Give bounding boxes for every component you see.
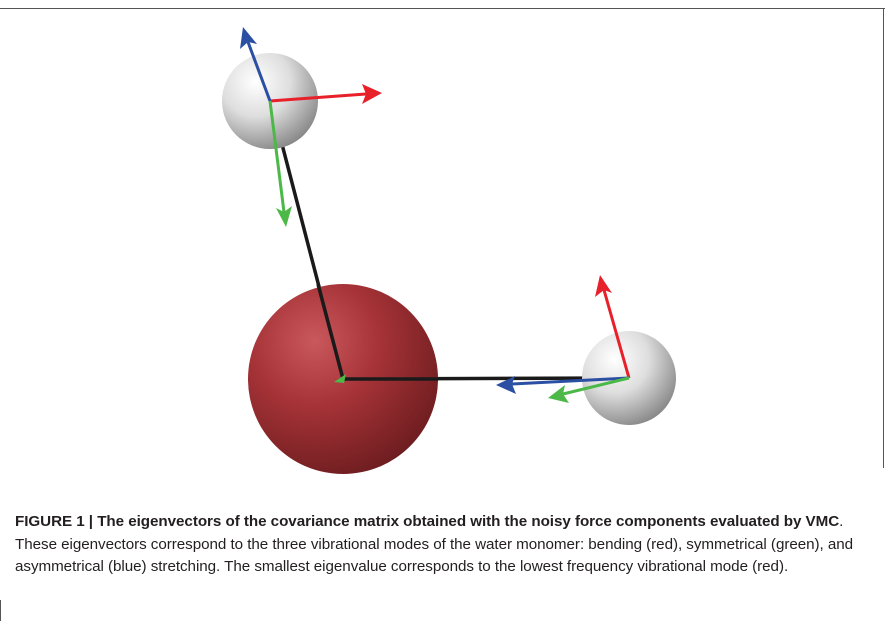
water-molecule-figure: [222, 27, 676, 474]
figure-frame-top: [0, 8, 885, 9]
right-h-bending-arrow: [595, 275, 631, 379]
figure-frame-left: [0, 600, 1, 621]
figure-caption: FIGURE 1 | The eigenvectors of the covar…: [15, 511, 875, 579]
upper-h-symmetrical-arrow: [268, 100, 292, 227]
right-h-symmetrical-arrow: [548, 376, 630, 403]
right-h-asymmetrical-arrow: [496, 376, 630, 394]
upper-h-bending-arrow: [269, 84, 382, 104]
oxygen-symmetrical-arrow: [334, 374, 346, 383]
figure-caption-body: . These eigenvectors correspond to the t…: [15, 513, 854, 575]
bond-oh-upper-inner: [316, 283, 345, 380]
figure-title: The eigenvectors of the covariance matri…: [97, 513, 840, 530]
upper-h-asymmetrical-arrow: [240, 27, 272, 102]
figure-frame-right: [883, 8, 884, 468]
figure-label: FIGURE 1 |: [15, 513, 98, 530]
